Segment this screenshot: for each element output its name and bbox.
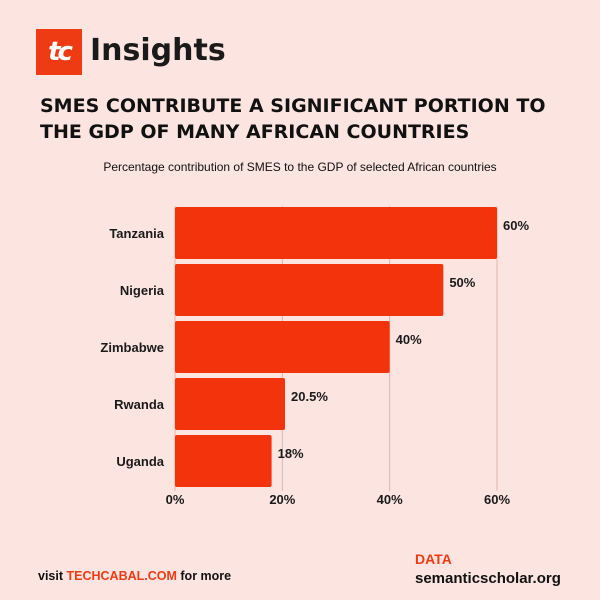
data-source-label: DATA [415, 551, 452, 567]
bar-tanzania [175, 207, 497, 259]
techcabal-link[interactable]: TECHCABAL.COM [66, 569, 177, 583]
logo-text: tc [48, 37, 73, 67]
bar-uganda [175, 435, 272, 487]
value-label-tanzania: 60% [503, 218, 529, 233]
bar-nigeria [175, 264, 444, 316]
data-source-value: semanticscholar.org [415, 570, 561, 587]
x-tick-label-2: 40% [377, 492, 403, 507]
bar-zimbabwe [175, 321, 390, 373]
category-label-zimbabwe: Zimbabwe [100, 340, 164, 355]
brand-name: Insights [90, 33, 226, 68]
category-label-tanzania: Tanzania [109, 226, 164, 241]
category-label-uganda: Uganda [116, 454, 164, 469]
techcabal-logo: tc [36, 29, 82, 75]
value-label-rwanda: 20.5% [291, 389, 328, 404]
category-label-rwanda: Rwanda [114, 397, 165, 412]
footer-visit: visit TECHCABAL.COM for more [38, 569, 231, 583]
footer-visit-prefix: visit [38, 569, 67, 583]
x-tick-label-1: 20% [269, 492, 295, 507]
headline: SMES CONTRIBUTE A SIGNIFICANT PORTION TO… [40, 95, 546, 143]
value-label-zimbabwe: 40% [396, 332, 422, 347]
category-label-nigeria: Nigeria [120, 283, 165, 298]
x-tick-label-3: 60% [484, 492, 510, 507]
bar-rwanda [175, 378, 286, 430]
x-tick-label-0: 0% [166, 492, 185, 507]
value-label-uganda: 18% [278, 446, 304, 461]
chart-subtitle: Percentage contribution of SMES to the G… [103, 160, 497, 174]
footer-visit-suffix: for more [176, 569, 232, 583]
value-label-nigeria: 50% [449, 275, 475, 290]
